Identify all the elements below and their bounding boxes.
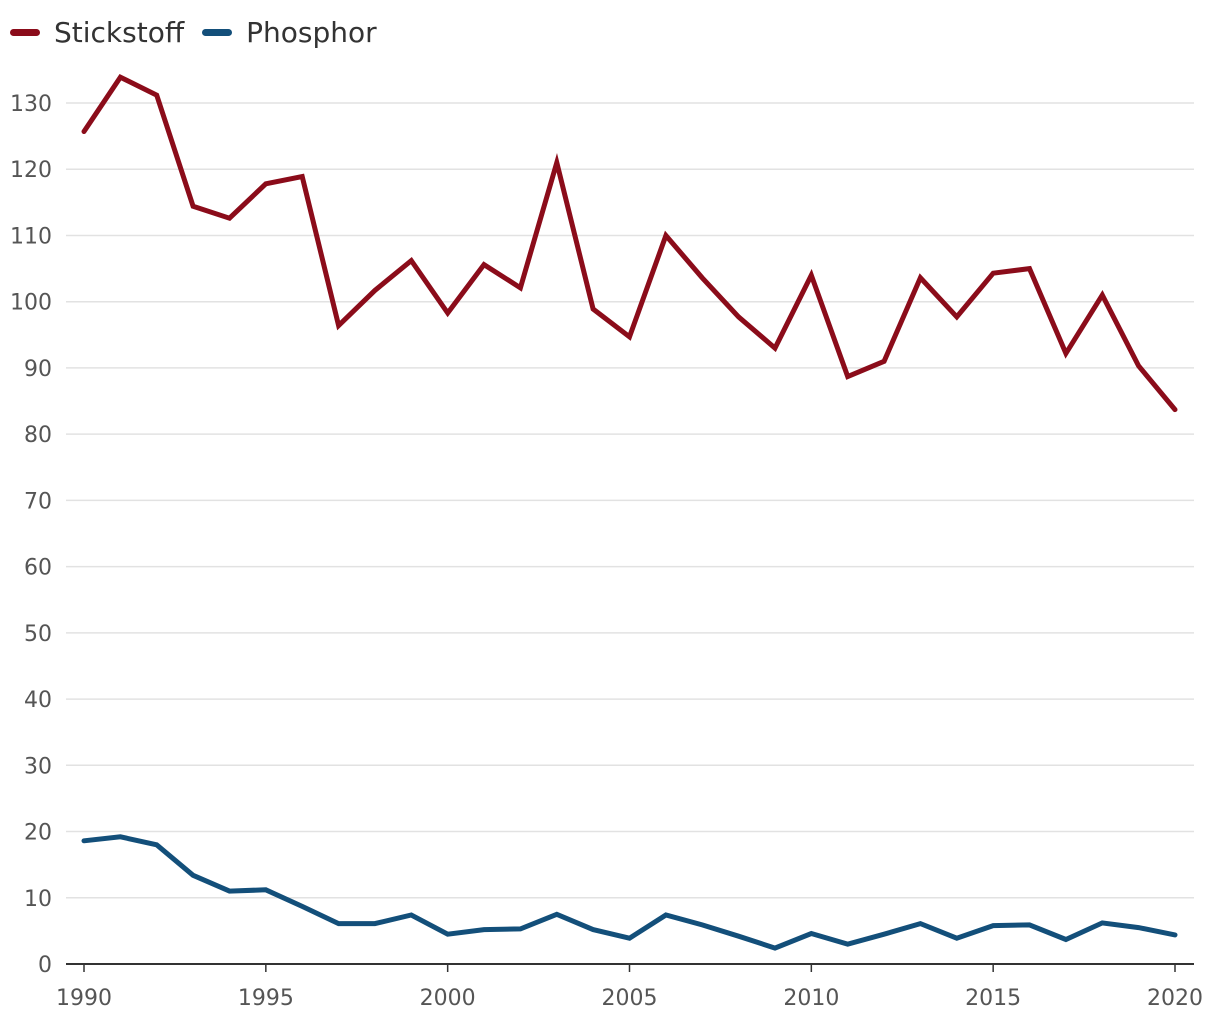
x-tick-label: 2020 <box>1147 986 1203 1011</box>
y-tick-label: 80 <box>24 423 52 448</box>
y-tick-label: 40 <box>24 688 52 713</box>
y-tick-label: 120 <box>10 158 52 183</box>
legend-label-phosphor: Phosphor <box>246 15 377 49</box>
x-tick-label: 1995 <box>238 986 294 1011</box>
legend-label-stickstoff: Stickstoff <box>54 15 185 49</box>
legend-swatch-stickstoff <box>10 28 40 36</box>
legend-item-phosphor[interactable]: Phosphor <box>202 16 377 49</box>
series-lines <box>81 73 1178 951</box>
legend-item-stickstoff[interactable]: Stickstoff <box>10 16 184 49</box>
y-tick-label: 130 <box>10 92 52 117</box>
y-tick-label: 30 <box>24 754 52 779</box>
y-tick-label: 10 <box>24 887 52 912</box>
x-tick-label: 2000 <box>420 986 476 1011</box>
x-tick-label: 2010 <box>783 986 839 1011</box>
y-tick-label: 110 <box>10 224 52 249</box>
x-tick-label: 2005 <box>602 986 658 1011</box>
legend-swatch-phosphor <box>202 28 233 36</box>
y-tick-label: 60 <box>24 556 52 581</box>
legend: Stickstoff Phosphor <box>10 12 395 52</box>
x-tick-label: 2015 <box>965 986 1021 1011</box>
y-tick-label: 0 <box>38 953 52 978</box>
x-axis-tick-labels: 1990 1995 2000 2005 2010 2015 2020 <box>56 964 1203 1011</box>
series-line-phosphor[interactable] <box>81 834 1178 951</box>
x-tick-label: 1990 <box>56 986 112 1011</box>
series-line-stickstoff[interactable] <box>81 73 1178 413</box>
y-tick-label: 90 <box>24 357 52 382</box>
y-tick-label: 20 <box>24 821 52 846</box>
y-axis-tick-labels: 0 10 20 30 40 50 60 70 80 90 100 110 120 130 <box>10 92 52 978</box>
grid-lines <box>66 102 1194 899</box>
y-tick-label: 100 <box>10 291 52 316</box>
y-tick-label: 70 <box>24 489 52 514</box>
y-tick-label: 50 <box>24 622 52 647</box>
